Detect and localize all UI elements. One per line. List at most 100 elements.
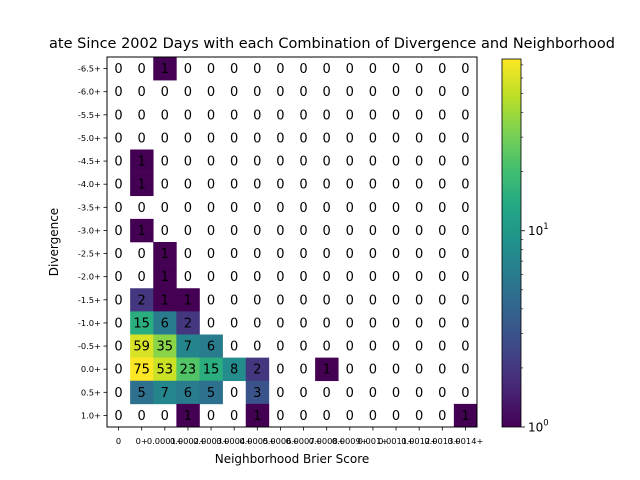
cell-value-label: 0 [369, 201, 377, 216]
heatmap-cell [245, 403, 270, 428]
cell-value-label: 0 [114, 108, 122, 123]
cell-value-label: 1 [138, 155, 146, 170]
cell-value-label: 0 [415, 178, 423, 193]
heatmap-cell [153, 380, 177, 405]
cell-value-label: 1 [323, 363, 331, 378]
cell-value-label: 0 [415, 224, 423, 239]
cell-value-label: 0 [392, 108, 400, 123]
cell-value-label: 0 [253, 201, 261, 216]
cell-value-label: 0 [184, 62, 192, 77]
cell-value-label: 3 [253, 386, 261, 401]
cell-value-label: 0 [461, 247, 469, 262]
cell-value-label: 0 [346, 201, 354, 216]
cell-value-label: 15 [203, 363, 220, 378]
cell-value-label: 0 [114, 62, 122, 77]
cell-value-label: 1 [184, 409, 192, 424]
cell-value-label: 0 [346, 340, 354, 355]
cell-value-label: 0 [207, 270, 215, 285]
cell-value-label: 0 [299, 178, 307, 193]
heatmap-cell [199, 334, 223, 358]
cell-value-label: 0 [346, 386, 354, 401]
x-tick-label: 0.0014+ [447, 436, 483, 446]
heatmap-cell [245, 380, 270, 405]
cell-value-label: 0 [253, 316, 261, 331]
cell-value-label: 0 [415, 85, 423, 100]
cell-value-label: 0 [323, 155, 331, 170]
heatmap-cell [130, 288, 154, 312]
cell-value-label: 0 [346, 85, 354, 100]
cell-value-label: 0 [207, 131, 215, 146]
cell-value-label: 0 [415, 62, 423, 77]
cell-value-label: 0 [138, 247, 146, 262]
x-tick-label: 0.0004+ [216, 436, 252, 446]
cell-value-label: 0 [323, 316, 331, 331]
cell-value-label: 0 [392, 293, 400, 308]
cell-value-label: 0 [114, 201, 122, 216]
cell-value-label: 0 [438, 201, 446, 216]
cell-value-label: 6 [207, 340, 215, 355]
cell-value-label: 0 [207, 85, 215, 100]
cell-value-label: 0 [207, 293, 215, 308]
cell-value-label: 0 [276, 224, 284, 239]
cell-value-label: 0 [323, 85, 331, 100]
cell-value-label: 0 [438, 224, 446, 239]
cell-value-label: 0 [114, 178, 122, 193]
cell-value-label: 0 [230, 386, 238, 401]
x-tick-label: 0.0008+ [309, 436, 345, 446]
heatmap-cell [315, 357, 339, 382]
heatmap-cell [153, 334, 177, 358]
heatmap-cell [199, 380, 223, 405]
cell-value-label: 0 [207, 178, 215, 193]
cell-value-label: 15 [133, 316, 150, 331]
cell-value-label: 0 [438, 316, 446, 331]
heatmap-cell [153, 357, 177, 382]
cell-value-label: 0 [415, 155, 423, 170]
cell-value-label: 0 [323, 131, 331, 146]
x-tick-label: 0.0002+ [170, 436, 206, 446]
cell-value-label: 1 [161, 270, 169, 285]
cell-value-label: 0 [415, 247, 423, 262]
cell-value-label: 0 [207, 62, 215, 77]
y-tick-label: 0.0+ [81, 364, 101, 374]
cell-value-label: 0 [299, 155, 307, 170]
cell-value-label: 0 [323, 178, 331, 193]
x-tick-label: 0.0006+ [262, 436, 298, 446]
cell-value-label: 0 [369, 224, 377, 239]
heatmap-cells: 0 0 1 0 0 0 0 0 0 0 0 0 0 0 0 00 0 0 0 0 0 0 0 0 0 0 0 0 0 0 00 0 0 0 0 0 0 0… [114, 57, 478, 428]
x-tick-label: 0.0005+ [239, 436, 275, 446]
cell-value-label: 0 [438, 340, 446, 355]
cell-value-label: 0 [461, 224, 469, 239]
x-tick-label: 0.001+ [358, 436, 389, 446]
heatmap-cell [199, 357, 223, 382]
cell-value-label: 0 [276, 340, 284, 355]
cell-value-label: 0 [276, 293, 284, 308]
heatmap-cell [176, 334, 200, 358]
y-tick-label: 1.0+ [81, 410, 101, 420]
cell-value-label: 0 [346, 62, 354, 77]
y-tick-label: -2.5+ [78, 249, 101, 259]
cell-value-label: 0 [276, 178, 284, 193]
cell-value-label: 0 [161, 178, 169, 193]
y-tick-label: -3.0+ [78, 225, 101, 235]
cell-value-label: 0 [299, 224, 307, 239]
cell-value-label: 0 [299, 316, 307, 331]
x-tick-label: 0.0007+ [286, 436, 322, 446]
cell-value-label: 0 [438, 131, 446, 146]
chart-title: ate Since 2002 Days with each Combinatio… [49, 36, 615, 52]
heatmap-cell [176, 380, 200, 405]
x-tick-label: 0.0013+ [424, 436, 460, 446]
heatmap-cell [153, 311, 177, 335]
y-tick-label: -6.5+ [78, 64, 101, 74]
heatmap-cell [130, 311, 154, 335]
cell-value-label: 0 [415, 363, 423, 378]
cell-value-label: 0 [161, 409, 169, 424]
cell-value-label: 0 [438, 293, 446, 308]
cell-value-label: 0 [369, 409, 377, 424]
cell-value-label: 0 [438, 270, 446, 285]
cell-value-label: 0 [253, 247, 261, 262]
cell-value-label: 0 [299, 293, 307, 308]
cell-value-label: 1 [138, 224, 146, 239]
plot-frame [106, 56, 478, 428]
cell-value-label: 0 [369, 340, 377, 355]
